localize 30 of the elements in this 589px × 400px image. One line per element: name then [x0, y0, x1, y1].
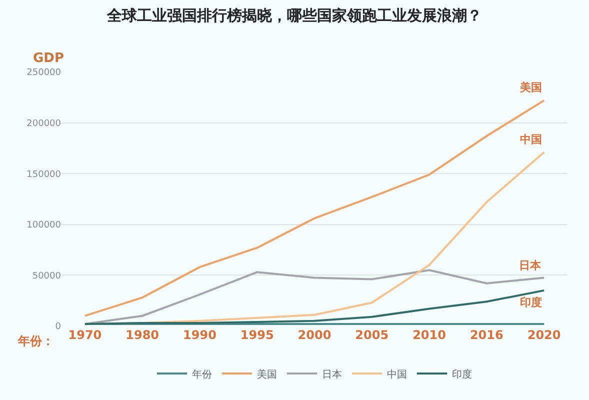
legend-label: 年份 — [192, 368, 212, 380]
line-series — [84, 99, 546, 317]
x-tick-label: 1990 — [183, 328, 216, 342]
x-tick-label: 1970 — [68, 328, 102, 342]
y-tick-label: 200000 — [26, 118, 62, 129]
annotation: 日本 — [519, 259, 542, 272]
annotation: 中国 — [520, 133, 542, 146]
y-axis-title: GDP — [33, 51, 64, 66]
annotation: 印度 — [520, 296, 542, 309]
y-tick-label: 50000 — [32, 271, 62, 282]
legend-label: 美国 — [257, 368, 277, 380]
chart-title: 全球工业强国排行榜揭晓，哪些国家领跑工业发展浪潮？ — [106, 6, 482, 24]
x-tick-label: 1995 — [240, 328, 274, 342]
x-tick-label: 2016 — [470, 328, 504, 342]
line-series — [84, 269, 546, 325]
y-tick-label: 250000 — [26, 68, 62, 78]
x-tick-label: 2005 — [355, 328, 389, 342]
y-tick-label: 150000 — [26, 170, 62, 180]
legend-label: 中国 — [387, 368, 407, 380]
y-tick-label: 100000 — [26, 220, 62, 231]
legend-label: 印度 — [452, 368, 472, 380]
legend-label: 日本 — [322, 368, 342, 380]
annotation: 美国 — [519, 81, 542, 94]
x-tick-label: 2020 — [527, 328, 561, 342]
y-tick-label: 0 — [55, 322, 62, 332]
x-tick-label: 1980 — [126, 328, 160, 342]
line-series — [84, 289, 546, 325]
x-tick-label: 2010 — [412, 328, 446, 342]
x-axis-title: 年份： — [17, 334, 54, 348]
x-tick-label: 2000 — [298, 328, 332, 342]
